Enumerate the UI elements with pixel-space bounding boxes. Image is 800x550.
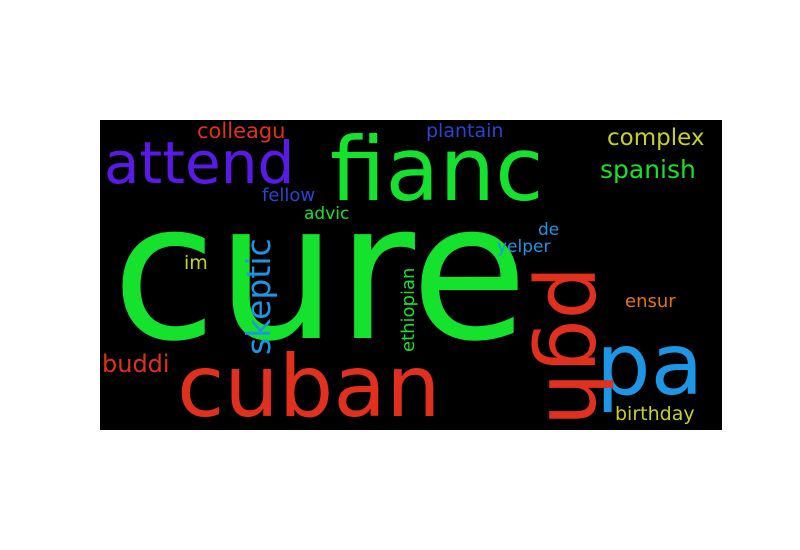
word-ethiopian: ethiopian [398,268,419,352]
word-complex: complex [607,125,704,151]
word-attend: attend [104,129,294,197]
word-spanish: spanish [600,155,696,184]
word-de: de [538,220,559,240]
word-skeptic: skeptic [239,238,278,355]
word-fianc: fianc [330,120,544,221]
word-plantain: plantain [426,120,503,142]
word-pgh: pgh [529,266,627,426]
word-birthday: birthday [615,403,695,425]
word-buddi: buddi [102,350,170,378]
word-cure: cure [112,162,528,383]
word-fellow: fellow [262,185,315,206]
word-pa: pa [596,315,703,415]
word-cuban: cuban [177,337,441,430]
word-yelper: yelper [497,237,550,257]
word-advic: advic [304,204,349,224]
word-cloud: cure fianc attend cuban pa pgh skeptic c… [100,120,722,430]
word-ensur: ensur [625,291,676,312]
word-colleagu: colleagu [197,120,286,143]
word-im: im [184,252,208,274]
